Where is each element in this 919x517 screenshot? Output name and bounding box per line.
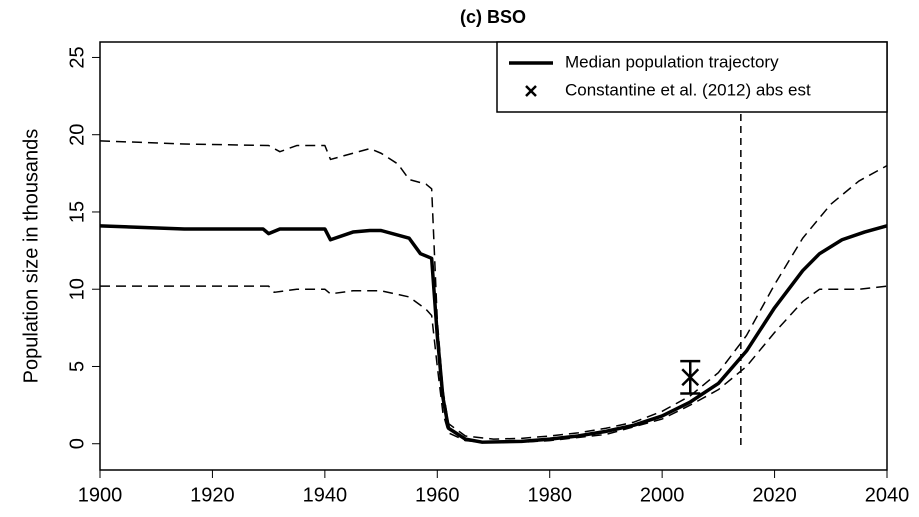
x-tick-label: 1960: [415, 484, 460, 506]
y-tick-label: 10: [66, 278, 88, 300]
x-tick-label: 1900: [78, 484, 123, 506]
legend-marker: [525, 85, 537, 97]
chart-title: (c) BSO: [460, 7, 526, 27]
legend-box: [496, 41, 888, 113]
series-line: [100, 285, 887, 443]
x-tick-label: 1940: [303, 484, 348, 506]
plot-area: [100, 42, 887, 446]
legend-label: Median population trajectory: [565, 52, 779, 71]
y-tick-label: 5: [66, 361, 88, 372]
point-marker: [681, 368, 700, 387]
y-tick-label: 25: [66, 46, 88, 68]
plot-frame: [99, 41, 888, 471]
legend-label: Constantine et al. (2012) abs est: [565, 80, 811, 99]
x-tick-label: 2020: [752, 484, 797, 506]
y-tick-label: 20: [66, 124, 88, 146]
x-tick-label: 2000: [640, 484, 685, 506]
x-tick-label: 1920: [190, 484, 235, 506]
y-axis-label: Population size in thousands: [20, 129, 42, 384]
x-tick-label: 2040: [865, 484, 910, 506]
series-line: [100, 224, 887, 444]
y-tick-label: 0: [66, 438, 88, 449]
x-tick-label: 1980: [527, 484, 572, 506]
series-line: [100, 140, 887, 440]
y-tick-label: 15: [66, 201, 88, 223]
marker-stroke: [681, 368, 700, 387]
